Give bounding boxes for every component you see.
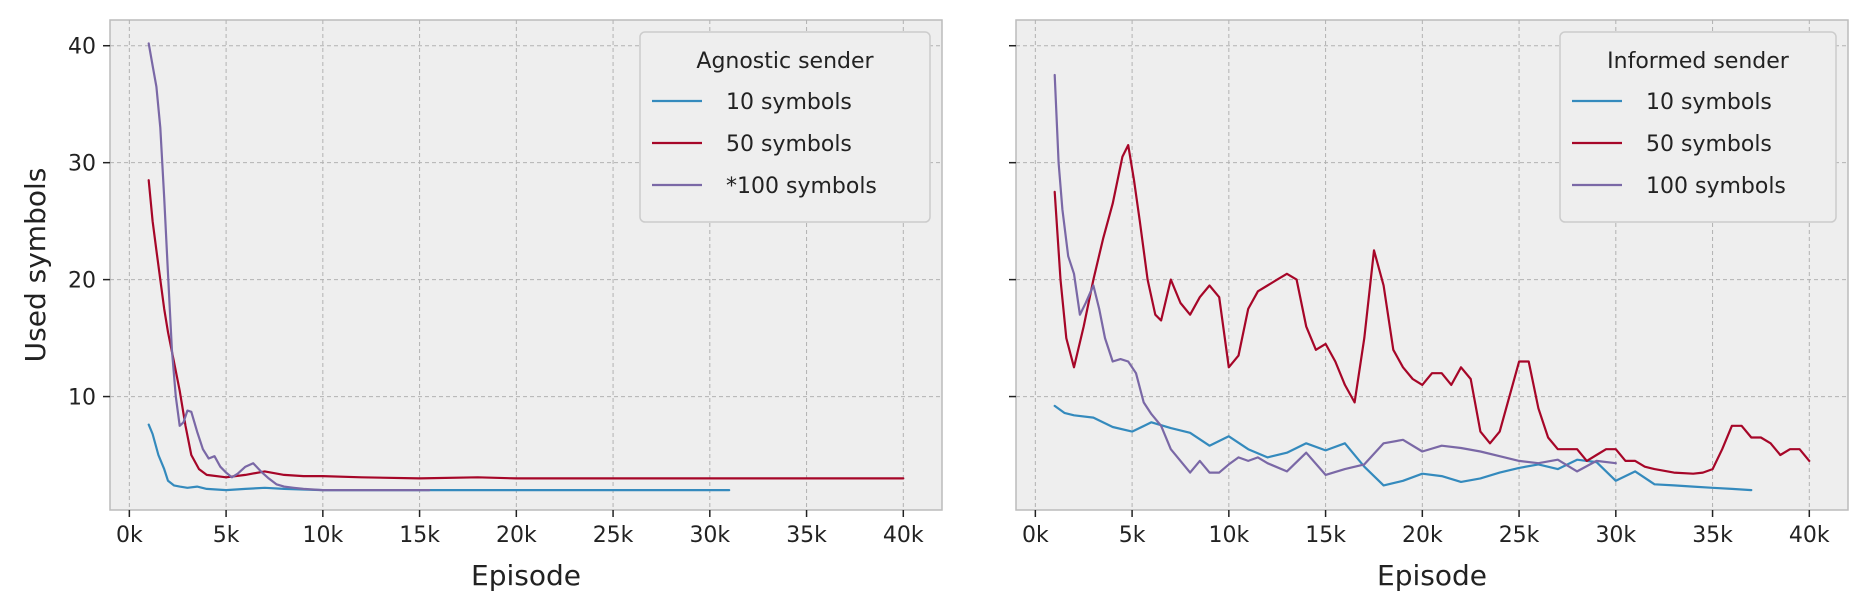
y-axis-label: Used symbols xyxy=(19,168,52,363)
legend-entry-1: 10 symbols xyxy=(726,90,852,115)
x-tick-label: 15k xyxy=(399,523,440,548)
y-tick-label: 20 xyxy=(68,269,96,294)
y-tick-label: 40 xyxy=(68,35,96,60)
x-tick-label: 35k xyxy=(786,523,827,548)
legend-entry-3: 100 symbols xyxy=(1646,174,1786,199)
legend-entry-2: 50 symbols xyxy=(1646,132,1772,157)
x-tick-label: 20k xyxy=(1402,523,1443,548)
legend-entry-1: 10 symbols xyxy=(1646,90,1772,115)
x-tick-label: 25k xyxy=(593,523,634,548)
series-line-2 xyxy=(1053,144,1811,475)
x-tick-label: 10k xyxy=(1208,523,1249,548)
legend: Agnostic sender 10 symbols 50 symbols *100 … xyxy=(639,31,931,223)
legend-entry-3: *100 symbols xyxy=(726,174,877,199)
x-tick-label: 15k xyxy=(1305,523,1346,548)
x-tick-label: 0k xyxy=(116,523,143,548)
x-tick-label: 35k xyxy=(1692,523,1733,548)
legend-entry-2: 50 symbols xyxy=(726,132,852,157)
legend-title: Informed sender xyxy=(1607,49,1790,74)
x-axis-label: Episode xyxy=(471,559,581,592)
x-tick-label: 40k xyxy=(1789,523,1830,548)
legend: Informed sender 10 symbols 50 symbols 100 s… xyxy=(1559,31,1837,223)
legend-box xyxy=(639,31,931,223)
x-tick-label: 5k xyxy=(1119,523,1146,548)
x-axis-label: Episode xyxy=(1377,559,1487,592)
series-line-1 xyxy=(1053,404,1753,492)
y-tick-label: 10 xyxy=(68,386,96,411)
x-tick-label: 40k xyxy=(883,523,924,548)
legend-title: Agnostic sender xyxy=(696,49,874,74)
x-tick-label: 0k xyxy=(1022,523,1049,548)
x-tick-label: 30k xyxy=(689,523,730,548)
right-chart-panel: 0k 5k 10k 15k 20k 25k 30k 35k 40k Episode Informed… xyxy=(1009,19,1849,592)
x-tick-label: 20k xyxy=(496,523,537,548)
legend-box xyxy=(1559,31,1837,223)
y-tick-label: 30 xyxy=(68,152,96,177)
x-tick-label: 5k xyxy=(213,523,240,548)
x-tick-label: 25k xyxy=(1499,523,1540,548)
x-tick-label: 10k xyxy=(302,523,343,548)
series-line-3 xyxy=(1053,73,1617,476)
left-chart-panel: 0k 5k 10k 15k 20k 25k 30k 35k 40k 10 20 30 40 Episode… xyxy=(19,19,943,592)
series-line-3 xyxy=(147,42,431,492)
x-tick-label: 30k xyxy=(1595,523,1636,548)
